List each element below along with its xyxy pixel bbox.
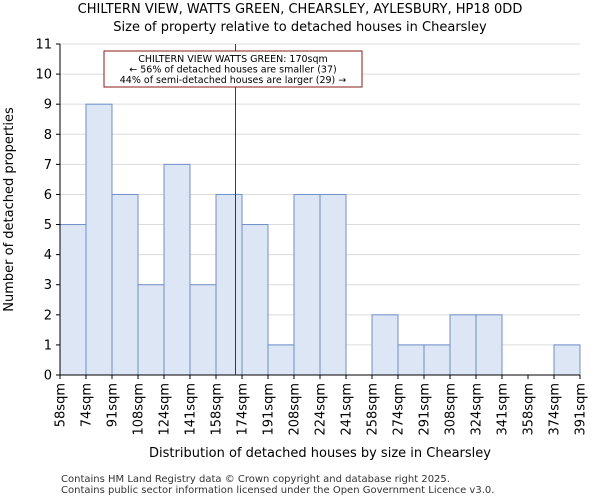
footer-line1: Contains HM Land Registry data © Crown c… [61,474,450,485]
y-tick-label: 5 [44,218,52,233]
x-tick-label: 308sqm [444,383,459,436]
histogram-bar [319,193,347,376]
x-tick-label: 274sqm [392,383,407,436]
histogram-bar [553,344,581,376]
x-tick-label: 241sqm [340,383,355,436]
y-tick-label: 4 [44,248,52,263]
x-tick-label: 291sqm [418,383,433,436]
x-tick-label: 91sqm [106,383,121,427]
x-tick-label: 124sqm [158,383,173,436]
footer-line2: Contains public sector information licen… [61,485,495,496]
histogram-bar [397,344,425,376]
x-axis-label: Distribution of detached houses by size … [149,446,491,461]
y-tick-label: 6 [44,188,52,203]
x-tick-label: 58sqm [54,383,69,427]
x-tick-label: 108sqm [132,383,147,436]
x-tick-label: 391sqm [574,383,589,436]
y-axis: 0 1 2 3 4 5 6 7 8 9 10 11 [35,38,61,384]
histogram-bar [137,284,165,376]
x-tick-label: 74sqm [80,383,95,427]
annotation-border [103,50,363,88]
x-tick-label: 324sqm [470,383,485,436]
chart-title-line1: CHILTERN VIEW, WATTS GREEN, CHEARSLEY, A… [77,2,523,17]
x-tick-label: 174sqm [236,383,251,436]
histogram-bar [163,163,191,376]
y-tick-label: 7 [44,158,52,173]
y-tick-label: 10 [35,68,52,83]
y-tick-label: 1 [44,338,52,353]
y-tick-label: 0 [44,369,52,384]
bars-group [59,43,581,376]
histogram-bar [293,193,321,376]
y-tick-label: 11 [35,38,52,53]
annotation-line3: 44% of semi-detached houses are larger (… [120,75,347,86]
y-tick-label: 3 [44,278,52,293]
annotation-box: CHILTERN VIEW WATTS GREEN: 170sqm ← 56% … [103,50,363,88]
x-tick-label: 341sqm [496,383,511,436]
histogram-bar [371,314,399,376]
chart-title-line2: Size of property relative to detached ho… [113,20,487,35]
annotation-line1: CHILTERN VIEW WATTS GREEN: 170sqm [138,54,328,65]
x-tick-label: 224sqm [314,383,329,436]
histogram-bar [85,103,113,376]
y-axis-label: Number of detached properties [2,107,17,312]
histogram-bar [241,224,269,376]
y-tick-label: 2 [44,308,52,323]
histogram-bar [267,344,295,376]
x-tick-label: 191sqm [262,383,277,436]
histogram-bar [189,284,217,376]
annotation-line2: ← 56% of detached houses are smaller (37… [129,65,336,76]
histogram-bar [59,224,87,376]
x-tick-label: 158sqm [210,383,225,436]
x-tick-label: 358sqm [522,383,537,436]
x-tick-label: 141sqm [184,383,199,436]
y-tick-label: 8 [44,128,52,143]
histogram-bar [449,314,477,376]
y-tick-label: 9 [44,98,52,113]
histogram-bar [423,344,451,376]
histogram-bar [111,193,139,376]
x-tick-label: 208sqm [288,383,303,436]
histogram-bar [475,314,503,376]
x-axis: 58sqm 74sqm 91sqm 108sqm 124sqm 141sqm 158sqm 1… [54,374,589,436]
x-tick-label: 258sqm [366,383,381,436]
histogram-bar [215,193,243,376]
x-tick-label: 374sqm [548,383,563,436]
